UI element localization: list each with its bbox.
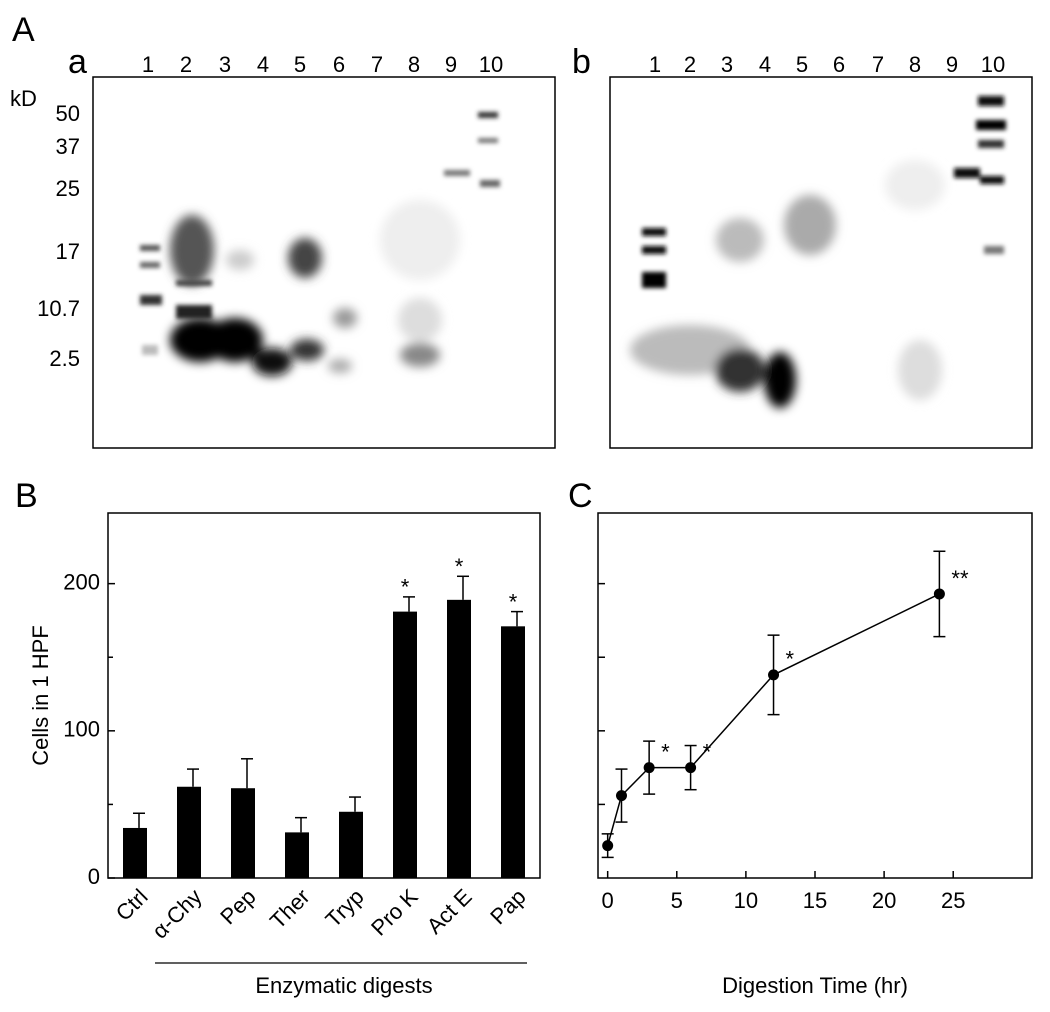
lane-number: 10: [479, 52, 503, 77]
x-axis-label: Enzymatic digests: [255, 973, 432, 998]
point: [615, 790, 627, 802]
figure-label: A: [12, 11, 35, 49]
bar: [177, 786, 201, 878]
x-tick-label: 10: [734, 888, 758, 913]
lane-number: 3: [721, 52, 733, 77]
gel-b: [609, 76, 1033, 449]
x-tick-label: Ctrl: [111, 884, 153, 926]
bar: [285, 832, 309, 878]
significance: *: [786, 647, 795, 672]
point: [685, 762, 697, 774]
x-tick-label: α-Chy: [147, 884, 207, 944]
lane-number: 2: [180, 52, 192, 77]
lane-number: 5: [294, 52, 306, 77]
x-tick-label: Act E: [422, 884, 477, 939]
y-tick-label: 100: [63, 717, 100, 742]
lane-number: 8: [408, 52, 420, 77]
bar: [447, 599, 471, 878]
lane-number: 1: [649, 52, 661, 77]
lane-number: 3: [219, 52, 231, 77]
point: [768, 669, 780, 681]
gel-a: [92, 76, 556, 449]
y-axis-label: Cells in 1 HPF: [28, 625, 53, 766]
x-tick-label: Tryp: [320, 884, 368, 932]
line: [606, 593, 940, 846]
lane-number: 7: [371, 52, 383, 77]
kd-marker: 17: [56, 239, 80, 264]
x-tick-label: 20: [872, 888, 896, 913]
lane-number: 2: [684, 52, 696, 77]
x-tick-label: 0: [602, 888, 614, 913]
lane-number: 4: [759, 52, 771, 77]
kd-marker: 50: [56, 101, 80, 126]
y-tick-label: 200: [63, 569, 100, 594]
plot-frame: [107, 512, 541, 879]
x-tick-label: Pep: [215, 884, 260, 929]
lane-number: 6: [333, 52, 345, 77]
lane-number: 5: [796, 52, 808, 77]
x-tick-label: Pro K: [366, 884, 423, 941]
significance: *: [401, 575, 410, 600]
x-tick-label: 25: [941, 888, 965, 913]
lane-number: 6: [833, 52, 845, 77]
x-tick-label: 15: [803, 888, 827, 913]
point: [933, 588, 945, 600]
bar: [501, 626, 525, 878]
point: [602, 840, 614, 852]
kd-marker: 10.7: [37, 296, 80, 321]
bar: [123, 827, 147, 878]
lane-number: 9: [445, 52, 457, 77]
lane-number: 10: [981, 52, 1005, 77]
x-tick-label: Ther: [265, 884, 315, 934]
point: [643, 762, 655, 774]
kd-marker: 37: [56, 134, 80, 159]
gel-label: a: [68, 43, 87, 81]
kd-marker: 25: [56, 176, 80, 201]
lane-number: 1: [142, 52, 154, 77]
x-tick-label: 5: [671, 888, 683, 913]
significance: **: [951, 566, 969, 591]
kd-marker: 2.5: [49, 346, 80, 371]
lane-number: 8: [909, 52, 921, 77]
significance: *: [703, 739, 712, 764]
bar: [393, 611, 417, 878]
panel-label: B: [15, 477, 38, 515]
lane-number: 9: [946, 52, 958, 77]
significance: *: [509, 589, 518, 614]
lane-number: 7: [872, 52, 884, 77]
panel-label: C: [568, 477, 593, 515]
significance: *: [455, 554, 464, 579]
significance: *: [661, 739, 670, 764]
gel-label: b: [572, 43, 591, 81]
lane-number: 4: [257, 52, 269, 77]
bar: [231, 788, 255, 878]
y-tick-label: 0: [88, 864, 100, 889]
x-axis-label: Digestion Time (hr): [722, 973, 908, 998]
x-tick-label: Pap: [485, 884, 530, 929]
kd-unit: kD: [10, 86, 37, 111]
bar: [339, 811, 363, 878]
